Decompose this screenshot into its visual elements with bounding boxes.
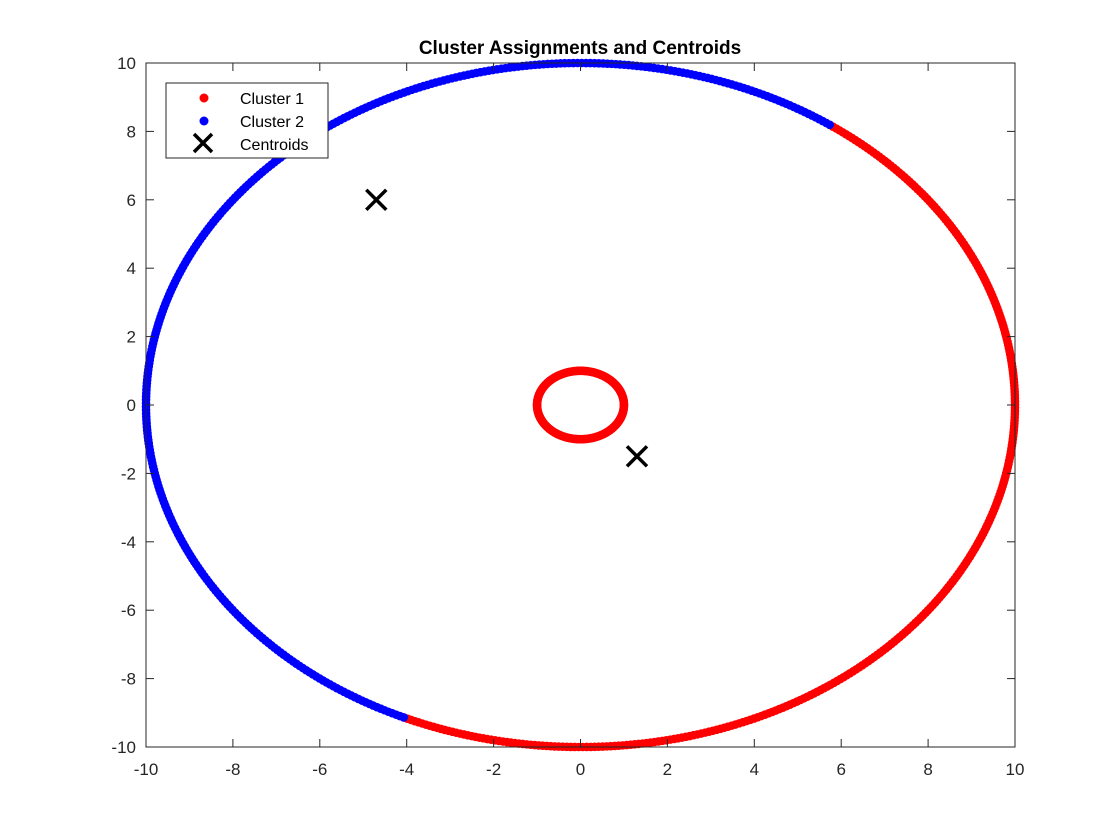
- x-tick-label: 0: [576, 760, 585, 779]
- x-tick-label: 4: [750, 760, 759, 779]
- x-tick-label: 6: [836, 760, 845, 779]
- plot-area: [146, 63, 1015, 747]
- legend: Cluster 1 Cluster 2 Centroids: [165, 82, 329, 159]
- y-tick-label: -4: [121, 533, 136, 552]
- y-tick-label: 6: [127, 191, 136, 210]
- y-tick-label: 4: [127, 259, 136, 278]
- x-tick-label: -4: [399, 760, 414, 779]
- ticks-layer: -10 -8 -6 -4 -2 0 2 4 6 8 10 -10 -8 -6 -4 -2 0 2 4 6 8 10: [111, 54, 1024, 779]
- x-tick-label: -6: [312, 760, 327, 779]
- y-tick-label: -10: [111, 738, 136, 757]
- cluster-1-point: [619, 401, 629, 411]
- y-tick-label: -6: [121, 601, 136, 620]
- y-tick-label: 10: [117, 54, 136, 73]
- legend-marker-centroids: [192, 132, 214, 154]
- legend-box: [165, 82, 329, 159]
- legend-marker-cluster-2: [199, 116, 209, 126]
- legend-label-cluster-2: Cluster 2: [240, 114, 304, 131]
- x-tick-label: -10: [134, 760, 159, 779]
- y-tick-label: 2: [127, 328, 136, 347]
- x-tick-label: 2: [663, 760, 672, 779]
- x-tick-label: 8: [923, 760, 932, 779]
- x-tick-label: -8: [225, 760, 240, 779]
- chart-title: Cluster Assignments and Centroids: [419, 38, 741, 59]
- legend-label-cluster-1: Cluster 1: [240, 91, 304, 108]
- centroid-marker: [365, 188, 388, 212]
- legend-marker-cluster-1: [199, 93, 209, 103]
- y-tick-label: -2: [121, 464, 136, 483]
- cluster-2-point: [399, 713, 409, 722]
- y-tick-label: -8: [121, 670, 136, 689]
- x-tick-label: -2: [486, 760, 501, 779]
- x-tick-label: 10: [1006, 760, 1025, 779]
- scatter-layer: [141, 58, 1020, 752]
- y-tick-label: 8: [127, 122, 136, 141]
- legend-label-centroids: Centroids: [240, 137, 308, 154]
- y-tick-label: 0: [127, 396, 136, 415]
- centroid-marker: [625, 445, 649, 468]
